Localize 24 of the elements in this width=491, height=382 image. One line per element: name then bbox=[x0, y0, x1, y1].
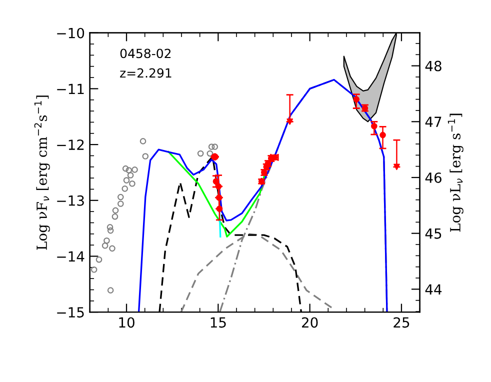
y2-tick-label: 48 bbox=[425, 60, 442, 72]
y-tick-label: −11 bbox=[57, 84, 84, 94]
y-tick-label: −10 bbox=[57, 28, 84, 38]
point bbox=[380, 132, 386, 138]
y2-tick-label: 47 bbox=[425, 116, 442, 127]
y-tick-label: −15 bbox=[57, 307, 84, 318]
y-tick-label: −14 bbox=[57, 251, 84, 262]
x-tick-label: 15 bbox=[210, 317, 226, 328]
point bbox=[394, 164, 400, 170]
x-tick-label: 10 bbox=[119, 317, 134, 328]
y2-axis-title: Log νL$_{ν}$ [erg s$^{−1}$] bbox=[448, 114, 464, 232]
line-series bbox=[138, 78, 388, 312]
point bbox=[216, 206, 223, 212]
y-tick-label: −13 bbox=[57, 195, 84, 206]
point bbox=[286, 118, 293, 125]
y-tick-label: −12 bbox=[57, 140, 84, 150]
x-tick-label: 25 bbox=[394, 317, 410, 328]
annotation: z=2.291 bbox=[120, 68, 172, 78]
x-tick-label: 20 bbox=[302, 317, 318, 328]
y2-tick-label: 45 bbox=[425, 228, 442, 239]
y2-tick-label: 46 bbox=[425, 172, 442, 183]
annotation: 0458-02 bbox=[120, 48, 171, 58]
y2-tick-label: 44 bbox=[425, 284, 442, 294]
y-axis-title: Log νF$_{ν}$ [erg cm$^{−2}$s$^{−1}$] bbox=[34, 96, 50, 250]
